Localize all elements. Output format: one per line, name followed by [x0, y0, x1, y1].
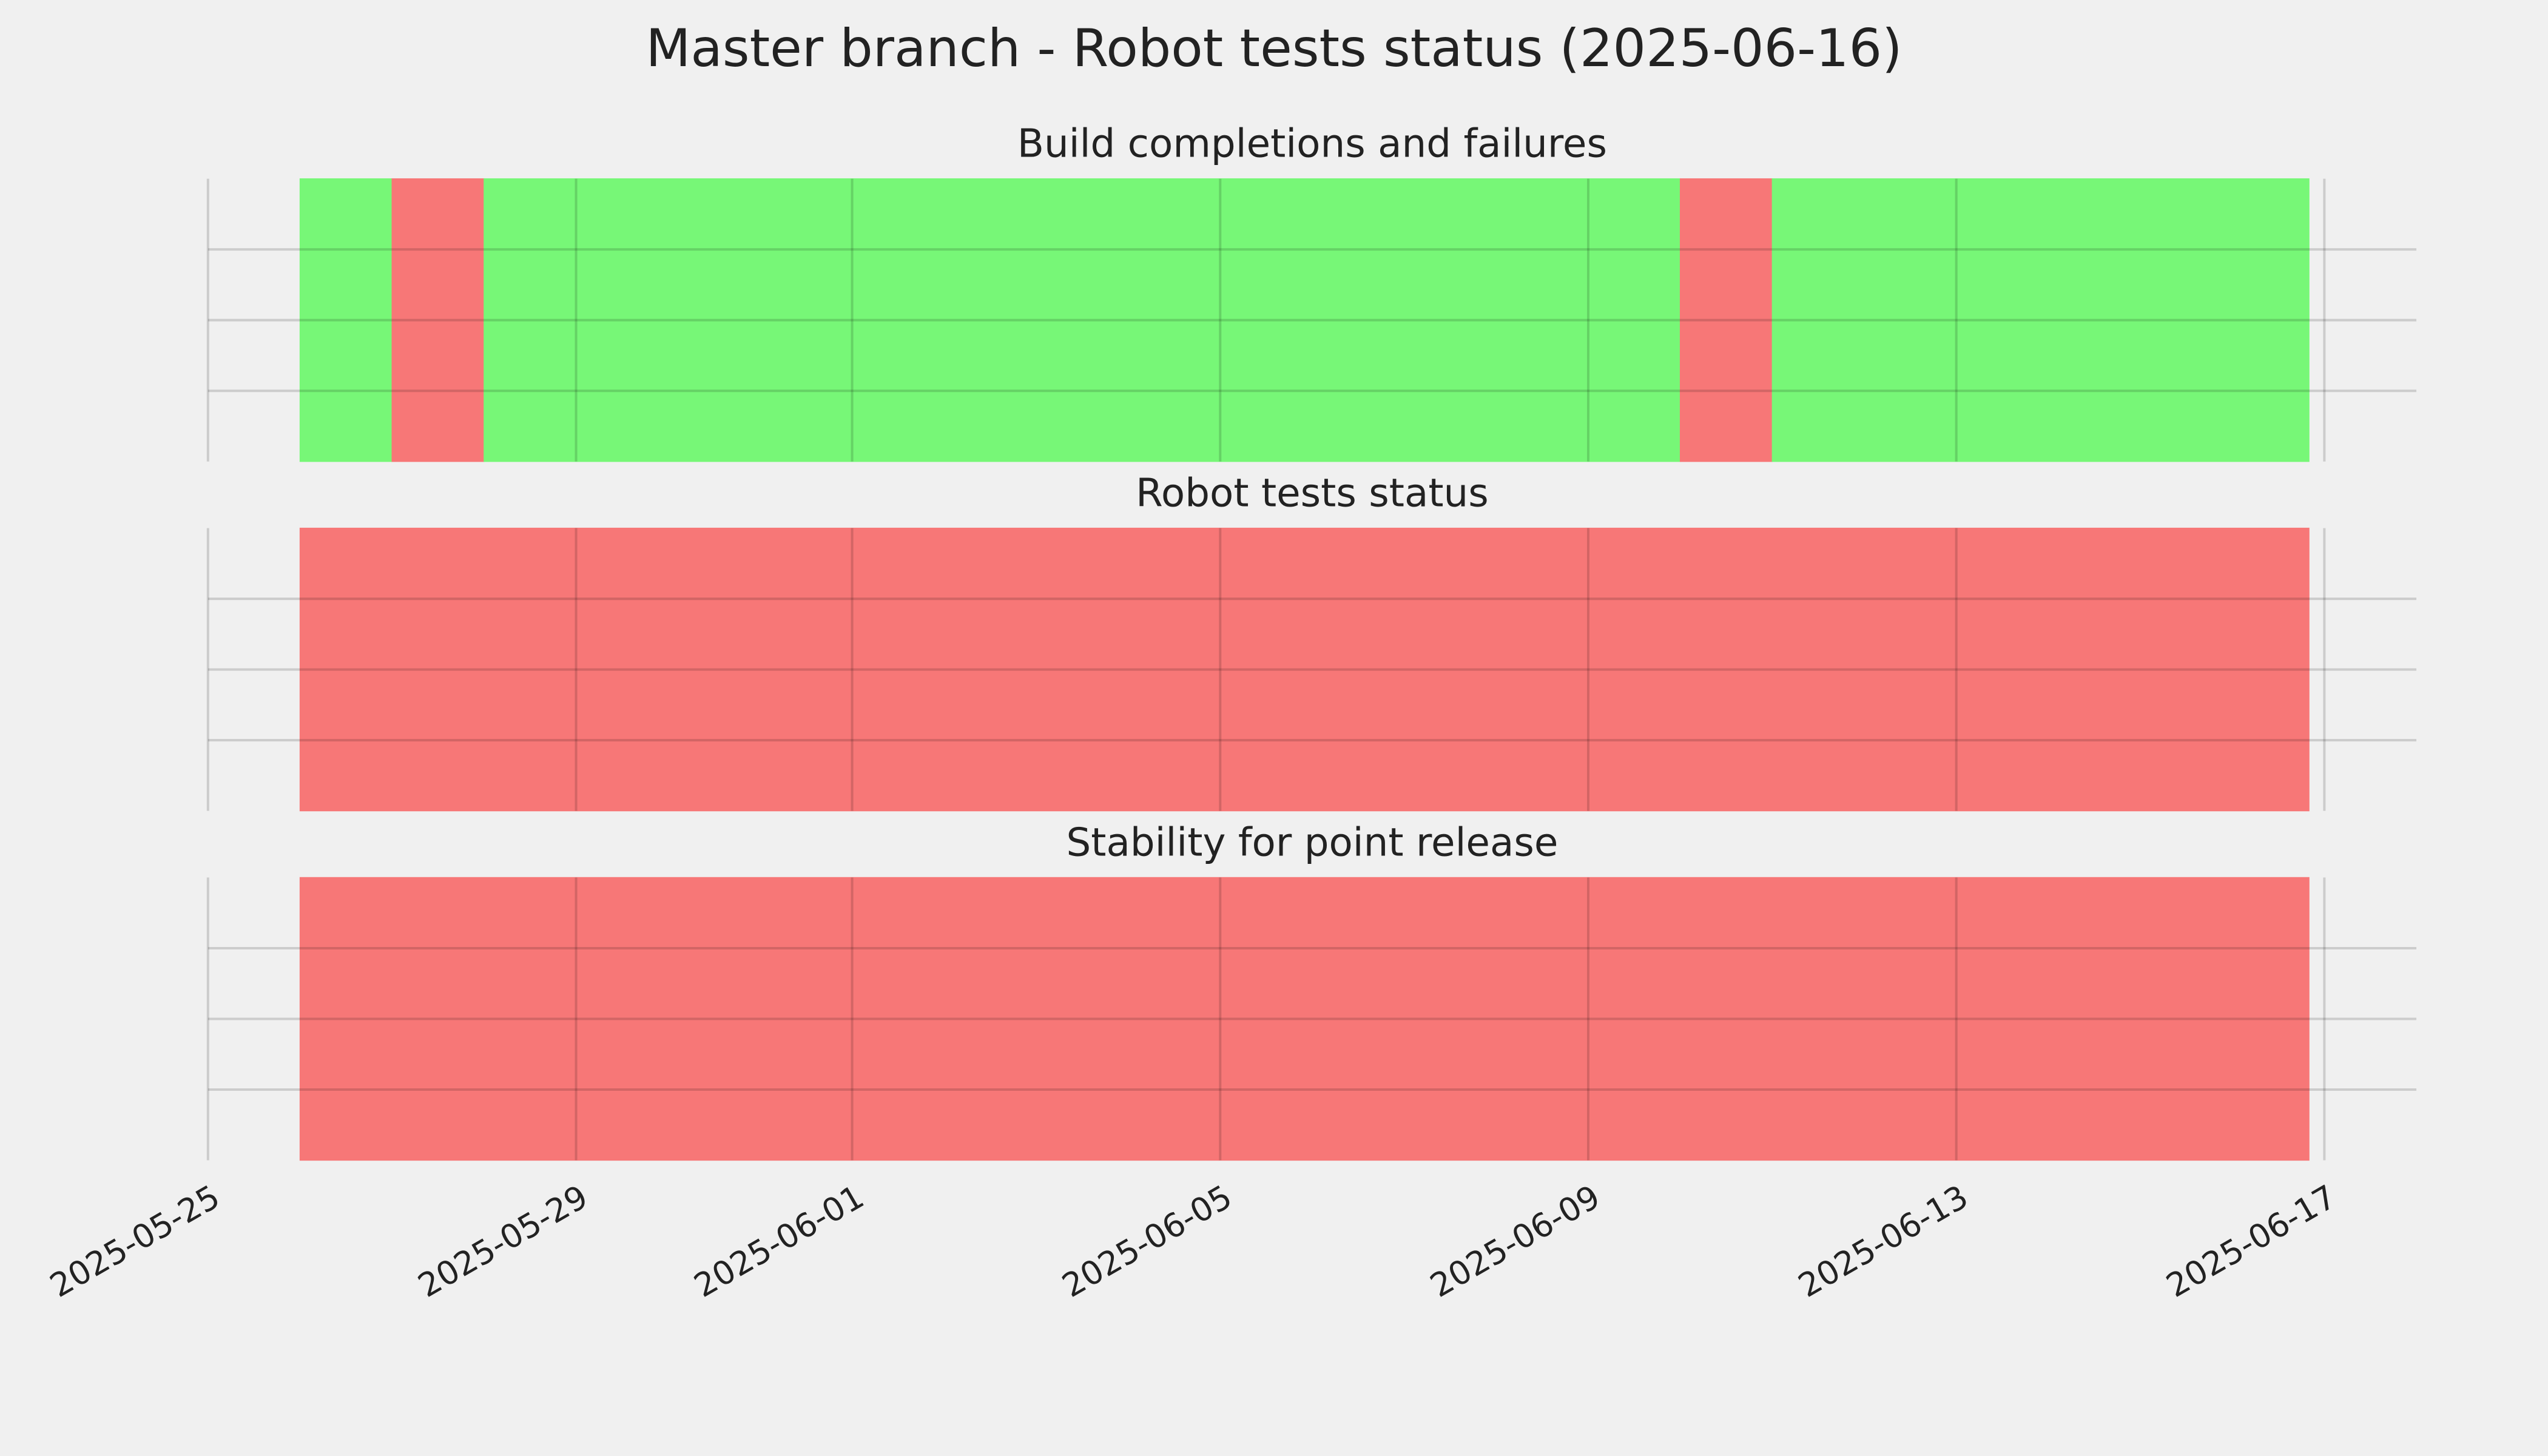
subplot-title: Robot tests status — [1136, 471, 1489, 516]
status-span — [484, 178, 1681, 462]
status-span — [391, 178, 485, 462]
figure-title: Master branch - Robot tests status (2025… — [645, 18, 1902, 79]
subplot-title: Stability for point release — [1067, 820, 1559, 865]
status-span — [1679, 178, 1773, 462]
status-span — [299, 527, 2310, 812]
status-span — [299, 877, 2310, 1161]
subplot-title: Build completions and failures — [1017, 121, 1607, 167]
status-span — [299, 178, 393, 462]
status-span — [1771, 178, 2310, 462]
